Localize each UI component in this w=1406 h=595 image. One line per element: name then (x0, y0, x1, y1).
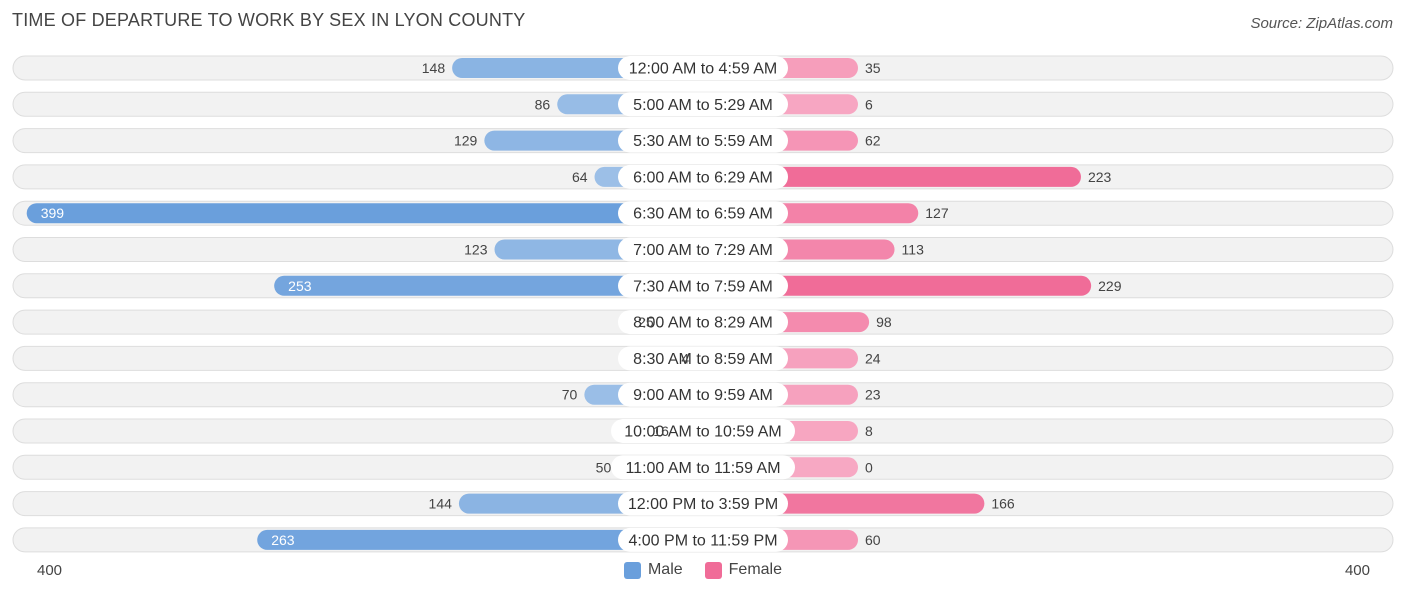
category-label: 5:00 AM to 5:29 AM (633, 97, 773, 114)
chart-row: 12:00 PM to 3:59 PM 144 166 (12, 491, 1394, 517)
value-label-female: 98 (876, 314, 892, 330)
category-pill (618, 201, 788, 226)
category-pill (611, 419, 795, 443)
chart-row: 7:00 AM to 7:29 AM 123 113 (12, 237, 1394, 262)
value-label-female: 35 (865, 60, 881, 76)
value-label-male: 129 (454, 133, 478, 149)
value-label-male: 4 (681, 350, 689, 366)
value-label-female: 166 (991, 496, 1015, 512)
value-label-male: 16 (653, 423, 669, 439)
value-label-female: 8 (865, 423, 873, 439)
category-pill (618, 128, 788, 153)
axis-left-label: 400 (37, 562, 63, 579)
value-label-male: 399 (41, 205, 65, 221)
value-label-male: 25 (638, 314, 654, 330)
category-label: 7:30 AM to 7:59 AM (633, 278, 773, 295)
chart-row: 5:00 AM to 5:29 AM 86 6 (12, 91, 1394, 117)
value-label-female: 62 (865, 133, 881, 149)
category-label: 6:00 AM to 6:29 AM (633, 169, 773, 186)
category-pill (618, 92, 788, 117)
value-label-female: 0 (865, 459, 873, 475)
value-label-male: 50 (596, 459, 612, 475)
bar-male (257, 529, 703, 550)
category-pill (618, 237, 788, 262)
category-pill (618, 56, 788, 80)
value-label-female: 60 (865, 532, 881, 548)
category-label: 8:00 AM to 8:29 AM (633, 315, 773, 332)
legend-swatch-male (623, 561, 641, 579)
value-label-female: 229 (1098, 278, 1122, 294)
legend-label-female: Female (728, 561, 783, 578)
legend-item-female: Female (704, 561, 783, 579)
category-label: 12:00 PM to 3:59 PM (628, 496, 778, 513)
category-label: 4:00 PM to 11:59 PM (628, 532, 777, 549)
category-pill (618, 273, 788, 298)
chart-title: TIME OF DEPARTURE TO WORK BY SEX IN LYON… (12, 10, 526, 30)
value-label-female: 223 (1088, 169, 1112, 185)
category-pill (618, 491, 788, 516)
value-label-male: 144 (429, 496, 453, 512)
category-label: 10:00 AM to 10:59 AM (624, 424, 781, 441)
legend-item-male: Male (623, 561, 683, 579)
bar-female (703, 275, 1092, 296)
category-label: 6:30 AM to 6:59 AM (633, 206, 773, 223)
legend-label-male: Male (647, 561, 683, 578)
category-pill (618, 382, 788, 407)
chart-row: 12:00 AM to 4:59 AM 148 35 (12, 55, 1394, 81)
category-pill (618, 310, 788, 335)
category-pill (611, 455, 795, 480)
category-label: 9:00 AM to 9:59 AM (633, 387, 773, 404)
chart-row: 6:30 AM to 6:59 AM 399 127 (12, 200, 1394, 226)
chart-source: Source: ZipAtlas.com (1250, 15, 1393, 32)
bar-male (274, 275, 703, 296)
axis-right-label: 400 (1344, 562, 1370, 579)
value-label-male: 253 (288, 278, 312, 294)
value-label-male: 64 (572, 169, 588, 185)
value-label-female: 23 (865, 387, 881, 403)
chart-row: 6:00 AM to 6:29 AM 64 223 (12, 164, 1394, 190)
category-pill (618, 527, 788, 552)
category-label: 5:30 AM to 5:59 AM (633, 133, 773, 150)
category-pill (618, 164, 788, 189)
value-label-female: 127 (925, 205, 949, 221)
value-label-male: 263 (271, 532, 295, 548)
bar-male (26, 203, 703, 224)
chart-row: 11:00 AM to 11:59 AM 50 0 (12, 454, 1394, 480)
category-label: 11:00 AM to 11:59 AM (625, 460, 780, 477)
bar-female (703, 166, 1081, 187)
chart-row: 5:30 AM to 5:59 AM 129 62 (12, 128, 1394, 154)
value-label-male: 148 (422, 60, 446, 76)
value-label-male: 86 (535, 96, 551, 112)
category-label: 7:00 AM to 7:29 AM (633, 242, 773, 259)
chart-row: 7:30 AM to 7:59 AM 253 229 (12, 273, 1394, 299)
value-label-female: 6 (865, 96, 873, 112)
legend: Male Female (0, 561, 1406, 579)
category-label: 12:00 AM to 4:59 AM (629, 61, 778, 78)
category-pill (618, 346, 788, 371)
chart-row: 9:00 AM to 9:59 AM 70 23 (12, 382, 1394, 408)
value-label-female: 113 (902, 242, 925, 258)
chart-row: 4:00 PM to 11:59 PM 263 60 (12, 527, 1394, 553)
value-label-male: 70 (562, 387, 578, 403)
value-label-male: 123 (464, 242, 488, 258)
legend-swatch-female (704, 561, 722, 579)
category-label: 8:30 AM to 8:59 AM (633, 351, 773, 368)
value-label-female: 24 (865, 350, 881, 366)
chart-row: 8:30 AM to 8:59 AM4 24 (12, 345, 1394, 371)
